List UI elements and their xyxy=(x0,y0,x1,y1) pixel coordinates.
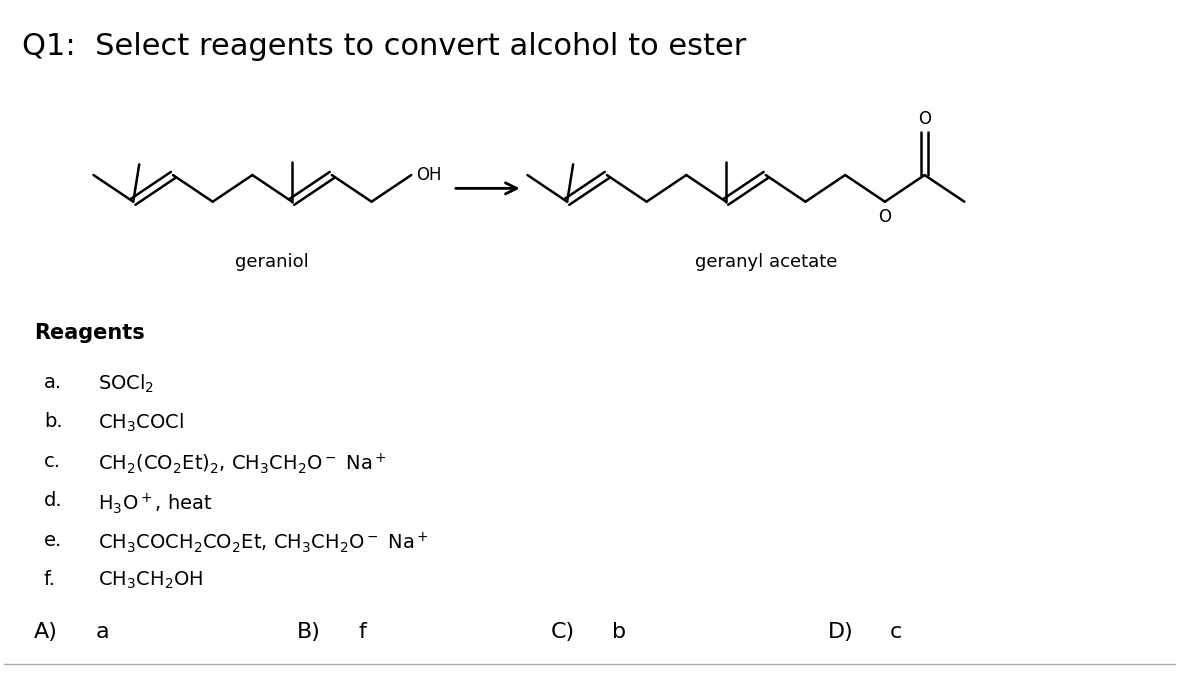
Text: A): A) xyxy=(34,622,58,643)
Text: b.: b. xyxy=(44,412,63,431)
Text: O: O xyxy=(918,111,931,128)
Text: a: a xyxy=(96,622,109,643)
Text: Reagents: Reagents xyxy=(34,323,145,343)
Text: f: f xyxy=(359,622,367,643)
Text: a.: a. xyxy=(44,373,63,392)
Text: geranyl acetate: geranyl acetate xyxy=(695,253,837,271)
Text: c: c xyxy=(890,622,903,643)
Text: B): B) xyxy=(297,622,321,643)
Text: e.: e. xyxy=(44,531,63,550)
Text: CH$_2$(CO$_2$Et)$_2$, CH$_3$CH$_2$O$^-$ Na$^+$: CH$_2$(CO$_2$Et)$_2$, CH$_3$CH$_2$O$^-$ … xyxy=(98,452,387,476)
Text: D): D) xyxy=(828,622,854,643)
Text: geraniol: geraniol xyxy=(235,253,309,271)
Text: CH$_3$CH$_2$OH: CH$_3$CH$_2$OH xyxy=(98,570,204,591)
Text: C): C) xyxy=(550,622,575,643)
Text: c.: c. xyxy=(44,452,61,471)
Text: H$_3$O$^+$, heat: H$_3$O$^+$, heat xyxy=(98,491,214,516)
Text: f.: f. xyxy=(44,570,55,589)
Text: O: O xyxy=(878,207,891,226)
Text: Q1:  Select reagents to convert alcohol to ester: Q1: Select reagents to convert alcohol t… xyxy=(22,32,747,61)
Text: b: b xyxy=(612,622,625,643)
Text: CH$_3$COCl: CH$_3$COCl xyxy=(98,412,184,435)
Text: SOCl$_2$: SOCl$_2$ xyxy=(98,373,155,395)
Text: OH: OH xyxy=(417,166,441,184)
Text: d.: d. xyxy=(44,491,63,510)
Text: CH$_3$COCH$_2$CO$_2$Et, CH$_3$CH$_2$O$^-$ Na$^+$: CH$_3$COCH$_2$CO$_2$Et, CH$_3$CH$_2$O$^-… xyxy=(98,531,430,555)
